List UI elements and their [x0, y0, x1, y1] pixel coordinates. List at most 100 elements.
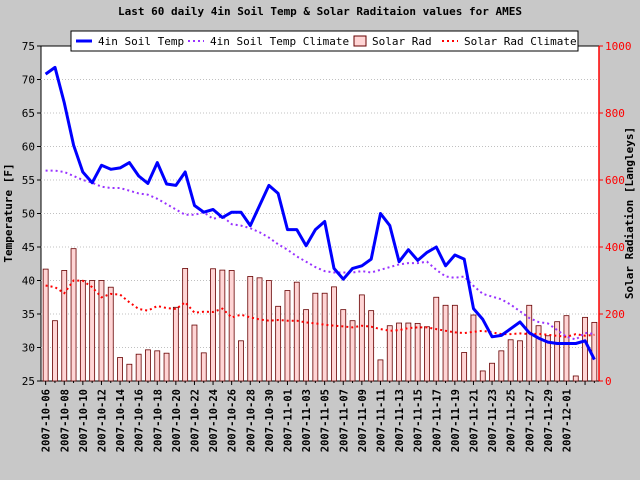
x-tick-label: 2007-10-08 [59, 389, 71, 452]
solar-rad-bar [228, 270, 235, 382]
solar-rad-bar [154, 350, 161, 382]
x-tick-label: 2007-11-11 [376, 389, 388, 452]
solar-rad-bar [61, 270, 68, 382]
y-right-tick-label: 800 [605, 107, 625, 120]
legend: 4in Soil Temp 4in Soil Temp Climate Solar … [70, 30, 579, 52]
x-tick-label: 2007-10-12 [97, 389, 109, 452]
solar-rad-bar [368, 310, 375, 382]
solar-rad-bar [563, 315, 570, 382]
x-tick-label: 2007-10-22 [190, 389, 202, 452]
solar-rad-bar [163, 352, 170, 382]
solar-rad-bar [358, 294, 365, 382]
x-tick-label: 2007-10-26 [227, 389, 239, 452]
solar-rad-bar [135, 353, 142, 382]
y-axis-left-label: Temperature [F] [2, 163, 15, 262]
solar-rad-bar [554, 321, 561, 382]
x-tick-label: 2007-11-29 [543, 389, 555, 452]
x-axis: 2007-10-06 2007-10-08 2007-10-10 2007-10-12… [41, 381, 595, 452]
solar-rad-bar [126, 363, 133, 382]
x-tick-label: 2007-11-17 [431, 389, 443, 452]
x-tick-label: 2007-10-10 [78, 389, 90, 452]
solar-rad-bar [433, 296, 440, 382]
chart-title: Last 60 daily 4in Soil Temp & Solar Radi… [118, 5, 522, 18]
line-solar-rad-climate [45, 279, 595, 338]
solar-rad-bar [210, 268, 216, 382]
y-left-tick-label: 55 [22, 174, 35, 187]
solar-rad-bar [396, 322, 402, 382]
legend-label-4in-soil-temp-climate: 4in Soil Temp Climate [210, 35, 349, 48]
solar-rad-bar [424, 326, 430, 382]
solar-rad-bar [172, 306, 179, 382]
line-4in-soil-temp [44, 65, 596, 361]
x-tick-label: 2007-11-25 [506, 389, 518, 452]
x-tick-label: 2007-11-27 [524, 389, 536, 452]
solar-rad-bar [247, 276, 254, 382]
x-tick-label: 2007-10-20 [171, 389, 183, 452]
y-left-tick-label: 65 [22, 107, 35, 120]
x-tick-label: 2007-11-15 [413, 389, 425, 452]
y-left-tick-label: 35 [22, 308, 35, 321]
y-right-tick-label: 400 [605, 241, 625, 254]
solar-rad-bar [442, 304, 449, 382]
solar-rad-bar [107, 286, 114, 382]
legend-swatch-solar-rad [353, 35, 367, 47]
solar-rad-bar [470, 314, 477, 382]
y-right-tick-label: 1000 [605, 40, 632, 53]
solar-rad-bar [89, 280, 96, 382]
x-tick-label: 2007-11-23 [487, 389, 499, 452]
y-axis-right-label: Solar Radiation [Langleys] [623, 127, 636, 299]
solar-rad-bar [591, 321, 598, 382]
x-tick-label: 2007-10-14 [115, 389, 127, 452]
x-tick-label: 2007-10-24 [208, 389, 220, 452]
solar-rad-bar [582, 316, 588, 382]
y-left-tick-label: 70 [22, 74, 35, 87]
x-tick-label: 2007-12-01 [562, 389, 574, 452]
x-tick-label: 2007-10-28 [245, 389, 257, 452]
solar-rad-bar [498, 350, 505, 382]
solar-rad-bar [479, 370, 486, 382]
solar-rad-bar [98, 280, 105, 382]
y-left-tick-label: 60 [22, 141, 35, 154]
solar-rad-bar [507, 339, 514, 382]
y-axis-right: 0 200 400 600 800 1000 [598, 40, 632, 388]
solar-rad-bar [200, 352, 207, 382]
legend-box [70, 30, 579, 52]
solar-rad-bar [451, 304, 458, 382]
solar-rad-bar [117, 357, 123, 382]
y-right-tick-label: 200 [605, 308, 625, 321]
x-tick-label: 2007-11-03 [301, 389, 313, 452]
solar-rad-bar [321, 292, 328, 382]
x-tick-label: 2007-11-01 [283, 389, 295, 452]
solar-rad-bar [79, 280, 86, 382]
solar-rad-bar [461, 352, 468, 382]
y-left-tick-label: 45 [22, 241, 35, 254]
solar-rad-bar [70, 248, 77, 382]
solar-rad-bar [331, 286, 337, 382]
solar-rad-bar [284, 290, 291, 382]
x-tick-label: 2007-10-18 [152, 389, 164, 452]
solar-rad-bar [349, 320, 356, 382]
x-tick-label: 2007-11-05 [320, 389, 332, 452]
solar-rad-bar [489, 362, 495, 382]
solar-rad-bar [405, 322, 412, 382]
solar-rad-bar [191, 324, 198, 382]
solar-rad-bar [414, 322, 421, 382]
solar-rad-bar [386, 325, 393, 382]
solar-rad-bar [256, 277, 263, 382]
solar-rad-bar [238, 340, 244, 382]
solar-rad-bar [312, 292, 319, 382]
solar-rad-bar [526, 304, 533, 382]
series-lines [44, 65, 596, 361]
solar-rad-bar [293, 281, 300, 382]
y-right-tick-label: 0 [605, 375, 612, 388]
solar-rad-bar [377, 359, 384, 382]
y-left-tick-label: 25 [22, 375, 35, 388]
x-tick-label: 2007-11-21 [469, 389, 481, 452]
solar-rad-bar [340, 309, 347, 382]
y-left-tick-label: 50 [22, 208, 35, 221]
x-tick-label: 2007-11-13 [394, 389, 406, 452]
solar-rad-bar [275, 305, 282, 382]
x-tick-label: 2007-11-09 [357, 389, 369, 452]
y-left-tick-label: 75 [22, 40, 35, 53]
